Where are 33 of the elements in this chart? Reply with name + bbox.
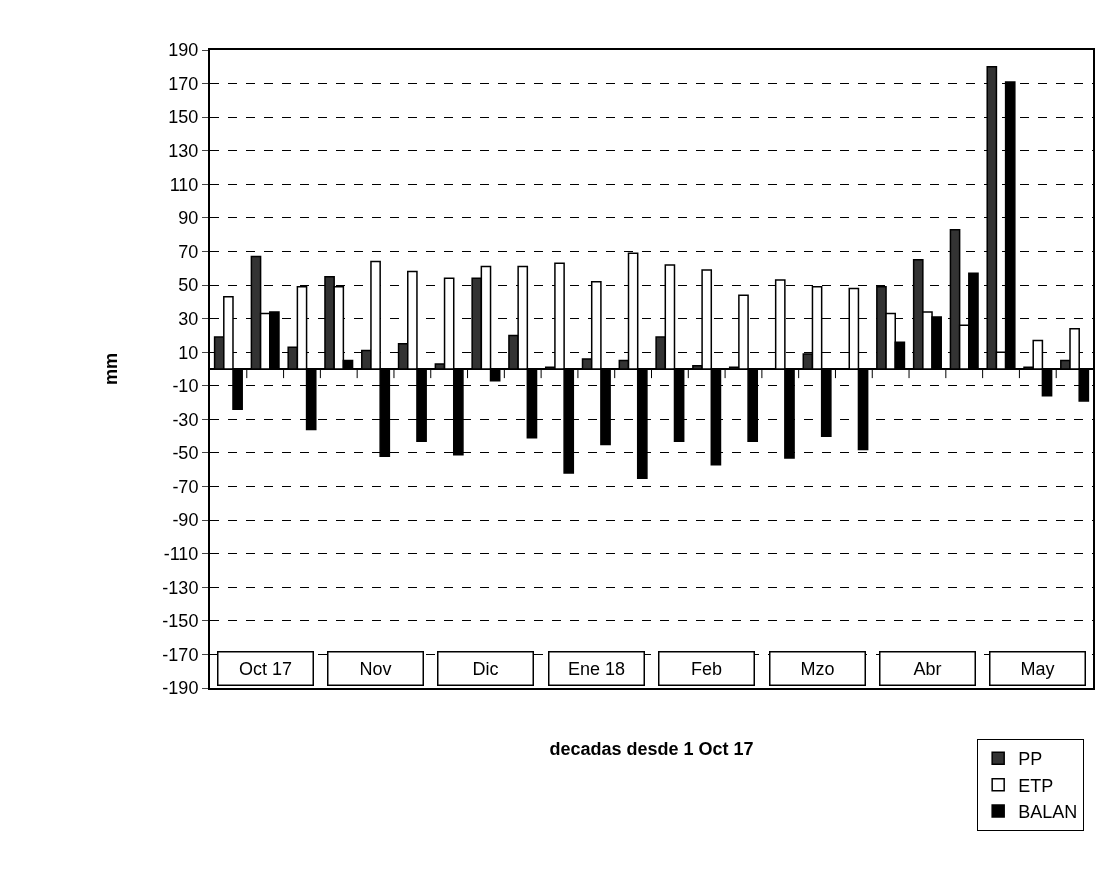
y-tick-label: -10 — [172, 376, 199, 397]
y-tick-label: -150 — [162, 611, 199, 632]
y-tick-label: 130 — [168, 141, 199, 162]
y-tick-label: -70 — [172, 476, 199, 497]
y-tick-label: 110 — [169, 174, 199, 195]
annotation: Mzo — [800, 658, 835, 679]
annotation: Feb — [690, 658, 723, 679]
y-tick-label: -190 — [162, 678, 199, 699]
annotation: Abr — [913, 658, 942, 679]
y-tick-label: -110 — [163, 543, 199, 564]
y-tick-label: 90 — [178, 208, 199, 229]
y-tick-label: -130 — [162, 577, 199, 598]
y-tick-label: 70 — [178, 241, 199, 262]
y-tick-label: 150 — [168, 107, 199, 128]
annotation: Oct 17 — [238, 658, 293, 679]
legend-label: PP — [1018, 749, 1043, 770]
y-tick-label: 30 — [178, 308, 199, 329]
legend-label: ETP — [1018, 775, 1054, 796]
y-tick-label: -50 — [172, 443, 199, 464]
annotation: Nov — [359, 658, 392, 679]
y-tick-label: 10 — [178, 342, 199, 363]
y-tick-label: 190 — [168, 40, 199, 61]
y-tick-label: -90 — [172, 510, 199, 531]
x-axis-title: decadas desde 1 Oct 17 — [549, 739, 754, 760]
y-tick-label: -30 — [172, 409, 199, 430]
y-axis-title: mm — [101, 352, 122, 386]
legend-label: BALAN — [1018, 802, 1078, 823]
y-tick-label: -170 — [162, 644, 199, 665]
annotation: May — [1020, 658, 1055, 679]
annotation: Ene 18 — [567, 658, 626, 679]
y-tick-label: 170 — [168, 73, 199, 94]
y-tick-label: 50 — [178, 275, 199, 296]
annotation: Dic — [472, 658, 499, 679]
